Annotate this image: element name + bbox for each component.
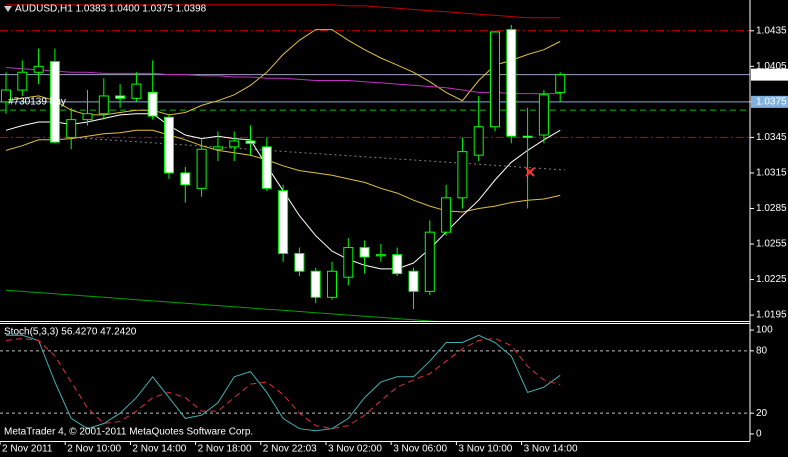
- symbol-icon: [4, 6, 12, 12]
- price-label: 1.0398: [756, 69, 787, 80]
- x-tick-label: 2 Nov 22:03: [263, 444, 317, 455]
- candle-body: [538, 94, 549, 136]
- candle-body: [98, 95, 109, 115]
- candle-body: [245, 140, 256, 144]
- candle-body: [457, 151, 468, 199]
- x-tick-label: 3 Nov 02:00: [328, 444, 382, 455]
- order-label: #730139 buy: [8, 97, 66, 108]
- y-tick-label: 1.0435: [756, 25, 787, 36]
- price-box: [751, 68, 788, 81]
- candle-body: [164, 116, 174, 174]
- main-panel: [0, 4, 750, 321]
- cross-marker: [525, 167, 535, 177]
- candle-body: [506, 29, 517, 137]
- candle-body: [555, 74, 566, 93]
- candle-body: [473, 126, 484, 156]
- candle-body: [441, 197, 452, 233]
- x-tick-label: 2 Nov 14:00: [132, 444, 186, 455]
- y-tick-label: 100: [756, 325, 773, 336]
- x-tick-label: 3 Nov 14:00: [524, 444, 578, 455]
- candle-body: [131, 83, 142, 99]
- stoch-line: [5, 337, 561, 430]
- candle-body: [212, 146, 223, 150]
- y-tick-label: 1.0345: [756, 132, 787, 143]
- candle-body: [49, 61, 60, 143]
- trend-line: [79, 137, 566, 171]
- order-price-box: [751, 95, 788, 108]
- candle-body: [359, 247, 370, 258]
- candle-body: [343, 247, 354, 278]
- indicator-line: [5, 67, 561, 95]
- candle-body: [327, 270, 337, 298]
- x-tick-label: 2 Nov 10:00: [67, 444, 121, 455]
- y-tick-label: 1.0375: [756, 97, 787, 108]
- stoch-panel: [0, 334, 750, 432]
- chart-title: AUDUSD,H1 1.0383 1.0400 1.0375 1.0398: [15, 4, 207, 15]
- x-tick-label: 2 Nov 18:00: [198, 444, 252, 455]
- y-tick-label: 1.0405: [756, 61, 787, 72]
- stoch-line: [6, 334, 561, 432]
- y-tick-label: 1.0285: [756, 203, 787, 214]
- y-tick-label: 1.0255: [756, 239, 787, 250]
- candle-body: [408, 270, 419, 292]
- candle-body: [424, 231, 435, 292]
- candle-body: [261, 146, 272, 189]
- y-tick-label: 1.0225: [756, 274, 787, 285]
- y-tick-label: 1.0315: [756, 168, 787, 179]
- y-tick-label: 20: [756, 408, 768, 419]
- candle-body: [294, 252, 305, 272]
- candle-body: [33, 65, 44, 73]
- x-tick-label: 3 Nov 10:00: [458, 444, 512, 455]
- candle-body: [1, 89, 11, 103]
- candle-body: [17, 71, 28, 91]
- indicator-line: [6, 4, 561, 19]
- y-tick-label: 80: [756, 345, 768, 356]
- candle-body: [310, 270, 321, 298]
- indicator-line: [5, 29, 561, 116]
- footer: MetaTrader 4, © 2001-2011 MetaQuotes Sof…: [4, 427, 253, 438]
- candle-body: [278, 190, 289, 254]
- candle-body: [229, 140, 240, 148]
- candle-body: [82, 113, 93, 121]
- candle-body: [180, 172, 191, 186]
- indicator-line: [5, 289, 437, 321]
- candle-body: [522, 135, 533, 138]
- candle-body: [115, 95, 126, 99]
- y-tick-label: 1.0195: [756, 310, 787, 321]
- y-tick-label: 0: [756, 429, 762, 440]
- candle-body: [375, 254, 386, 257]
- x-tick-label: 2 Nov 2011: [2, 444, 53, 455]
- candle-body: [490, 31, 500, 128]
- candle-body: [66, 119, 77, 138]
- candle-body: [147, 91, 158, 117]
- x-tick-label: 3 Nov 06:00: [393, 444, 447, 455]
- candle-body: [392, 254, 403, 275]
- candle-body: [196, 148, 207, 189]
- indicator-title: Stoch(5,3,3) 56.4270 47.2420: [4, 327, 137, 338]
